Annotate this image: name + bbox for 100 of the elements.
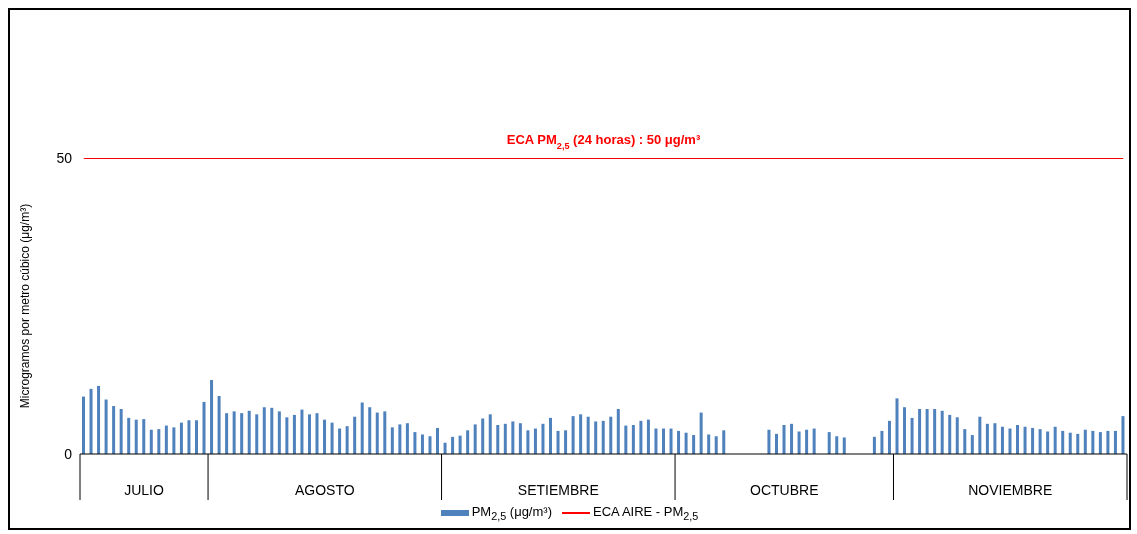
bar	[345, 426, 349, 454]
bar	[556, 430, 560, 454]
bar	[993, 423, 997, 454]
bar	[835, 436, 839, 454]
bar	[654, 428, 658, 454]
bar	[466, 430, 470, 454]
bar	[300, 409, 304, 454]
bar	[330, 422, 334, 454]
bar	[187, 420, 191, 454]
bar	[1121, 416, 1125, 454]
bar	[285, 417, 289, 454]
bar	[1000, 426, 1004, 454]
bar	[842, 437, 846, 454]
bar	[405, 423, 409, 454]
bar	[1008, 428, 1012, 454]
bar	[1016, 424, 1020, 454]
bar	[549, 417, 553, 454]
bar	[1098, 432, 1102, 454]
bar	[601, 420, 605, 454]
bar	[360, 402, 364, 454]
bar	[639, 420, 643, 454]
bar	[127, 417, 131, 454]
bar	[202, 401, 206, 454]
bar	[910, 417, 914, 454]
bar	[684, 432, 688, 454]
bar	[1091, 430, 1095, 454]
bar	[112, 406, 116, 454]
bar	[518, 423, 522, 454]
bar	[323, 419, 327, 454]
bar	[511, 421, 515, 454]
bar	[368, 407, 372, 454]
bar	[390, 427, 394, 454]
bar	[970, 435, 974, 454]
bar	[473, 424, 477, 454]
bar	[790, 423, 794, 454]
bar	[247, 410, 251, 454]
bar	[232, 411, 236, 454]
bar	[933, 409, 937, 454]
bar	[887, 420, 891, 454]
bar	[1068, 432, 1072, 454]
bar	[699, 412, 703, 454]
bar	[564, 430, 568, 454]
bar	[1023, 426, 1027, 454]
bar	[880, 430, 884, 454]
bar	[240, 413, 244, 454]
bar	[1038, 429, 1042, 454]
bar	[1106, 430, 1110, 454]
bar	[277, 411, 281, 454]
bar	[609, 416, 613, 454]
bar	[895, 398, 899, 454]
bar	[526, 430, 530, 454]
x-tick-label: SETIEMBRE	[517, 482, 599, 498]
x-tick-label: AGOSTO	[294, 482, 355, 498]
bar	[579, 414, 583, 454]
bar	[533, 428, 537, 454]
bar	[918, 409, 922, 454]
bar	[616, 409, 620, 454]
bar	[383, 411, 387, 454]
bar	[767, 429, 771, 454]
bar	[307, 414, 311, 454]
bar	[669, 428, 673, 454]
bar	[903, 407, 907, 454]
bar	[89, 388, 93, 454]
y-tick-label: 50	[56, 149, 73, 166]
legend-label: ECA AIRE - PM$_{2,5}$	[592, 504, 699, 522]
bar	[925, 409, 929, 454]
bar	[104, 399, 108, 454]
bar	[594, 421, 598, 454]
bar	[571, 416, 575, 454]
bar	[782, 424, 786, 454]
bar	[963, 429, 967, 454]
bar	[149, 429, 153, 454]
x-tick-label: JULIO	[124, 482, 164, 498]
bar	[812, 428, 816, 454]
bar	[948, 414, 952, 454]
bar	[631, 424, 635, 454]
bar	[157, 429, 161, 454]
text: ECA PM$_{2,5}$ (24 horas) : 50 μg/m³	[506, 132, 701, 151]
bar	[428, 436, 432, 454]
bar	[1061, 430, 1065, 454]
bar	[172, 427, 176, 454]
bar	[1076, 433, 1080, 454]
bar	[270, 407, 274, 454]
bar	[164, 425, 168, 454]
bar	[661, 428, 665, 454]
bar	[714, 436, 718, 454]
bar	[1046, 431, 1050, 454]
bar	[134, 419, 138, 454]
bar	[217, 395, 221, 454]
bar	[940, 410, 944, 454]
bar	[488, 414, 492, 454]
bar	[436, 427, 440, 454]
bar	[353, 416, 357, 454]
bar	[1083, 429, 1087, 454]
bar	[119, 409, 123, 454]
bar	[1031, 427, 1035, 454]
bar	[797, 431, 801, 454]
bar	[225, 413, 229, 454]
bar	[707, 434, 711, 454]
bar	[722, 430, 726, 454]
